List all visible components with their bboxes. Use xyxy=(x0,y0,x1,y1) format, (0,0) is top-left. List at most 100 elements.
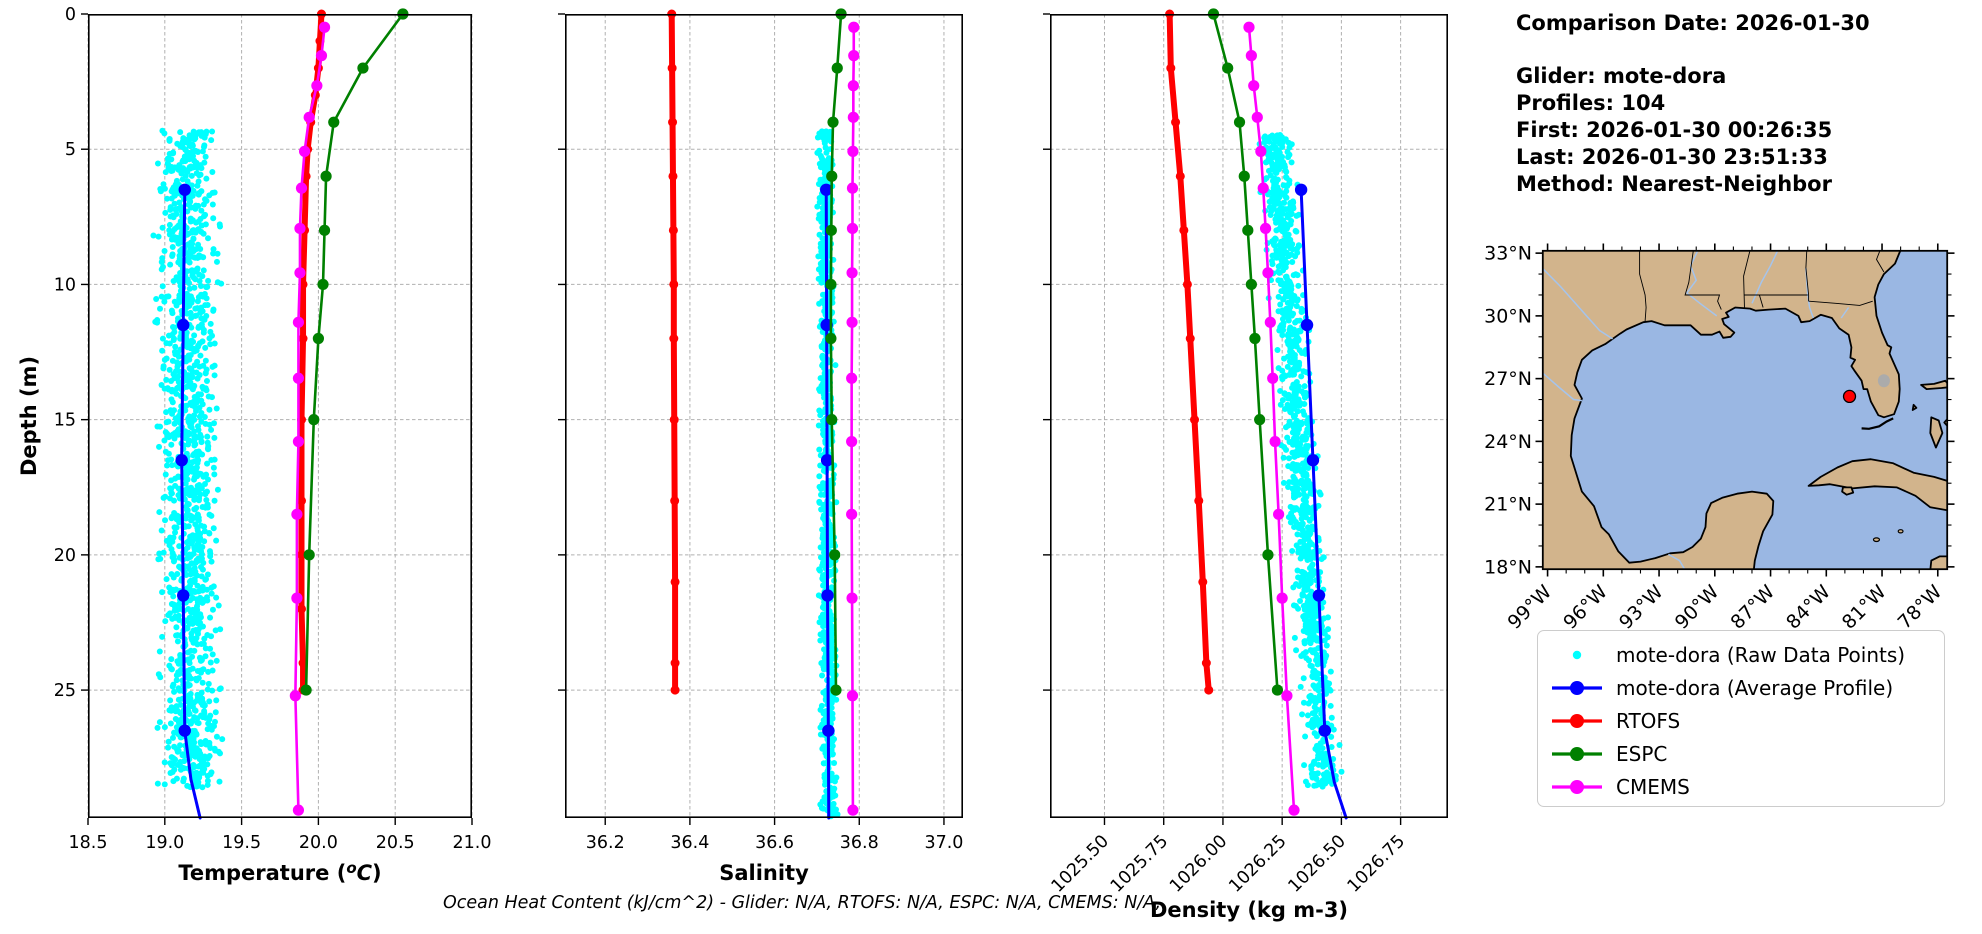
density-profile-panel: 1025.50 1025.75 1026.00 1026.25 1026.50 1026.… xyxy=(1043,8,1448,922)
profile-series-cmems xyxy=(846,21,860,816)
legend-item: CMEMS xyxy=(1548,770,1944,803)
legend-item: mote-dora (Raw Data Points) xyxy=(1548,638,1944,671)
state-border xyxy=(1805,250,1810,302)
glider-name-text: Glider: mote-dora xyxy=(1516,64,1727,88)
profile-series-mote-dora-average-profile- xyxy=(1294,183,1348,820)
x-tick-label: 1026.25 xyxy=(1225,831,1290,896)
x-tick-label: 1025.75 xyxy=(1107,831,1172,896)
legend-item: mote-dora (Average Profile) xyxy=(1548,671,1944,704)
comparison-date-text: Comparison Date: 2026-01-30 xyxy=(1516,11,1870,35)
lon-tick-label: 96°W xyxy=(1559,581,1612,634)
x-tick-label: 36.4 xyxy=(670,833,709,853)
line-marker-icon xyxy=(1548,744,1606,764)
x-tick-label: 19.5 xyxy=(222,833,261,853)
lon-tick-label: 99°W xyxy=(1503,581,1556,634)
last-profile-time-text: Last: 2026-01-30 23:51:33 xyxy=(1516,145,1828,169)
line-marker-icon xyxy=(1548,711,1606,731)
river xyxy=(1542,267,1614,340)
lon-tick-label: 93°W xyxy=(1615,581,1668,634)
state-border xyxy=(1743,250,1751,309)
profile-series-rtofs xyxy=(667,9,680,695)
legend-item: RTOFS xyxy=(1548,704,1944,737)
land-area xyxy=(1929,416,1944,449)
comparison-header: Comparison Date: 2026-01-30 Glider: mote… xyxy=(1516,10,1870,198)
river xyxy=(1668,553,1686,570)
scatter-marker-icon xyxy=(1548,645,1606,665)
land-area xyxy=(1929,555,1948,570)
axes-frame xyxy=(88,14,472,819)
lon-tick-label: 78°W xyxy=(1894,581,1947,634)
lon-tick-label: 84°W xyxy=(1782,581,1835,634)
legend-label: RTOFS xyxy=(1616,708,1681,733)
x-axis-label: Density (kg m-3) xyxy=(1150,898,1348,922)
x-tick-label: 1025.50 xyxy=(1048,831,1113,896)
lat-tick-label: 21°N xyxy=(1484,494,1532,516)
x-tick-label: 37.0 xyxy=(924,833,963,853)
x-axis-label: Salinity xyxy=(719,861,809,885)
raw-data-point-cloud xyxy=(1256,132,1345,790)
axes-frame xyxy=(565,14,963,819)
state-border xyxy=(1684,250,1722,310)
x-tick-label: 36.8 xyxy=(840,833,879,853)
x-tick-label: 18.5 xyxy=(69,833,108,853)
x-tick-label: 1026.00 xyxy=(1166,831,1231,896)
profile-series-mote-dora-average-profile- xyxy=(820,183,835,820)
lon-tick-label: 90°W xyxy=(1671,581,1724,634)
depth-tick-label: 20 xyxy=(54,546,76,566)
state-border xyxy=(1639,250,1647,322)
map-frame xyxy=(1541,249,1949,571)
profile-series-espc xyxy=(825,8,847,696)
ocean-heat-content-note: Ocean Heat Content (kJ/cm^2) - Glider: N… xyxy=(442,893,1162,913)
profile-series-mote-dora-average-profile- xyxy=(175,183,202,820)
profile-series-rtofs xyxy=(1165,9,1214,695)
lat-tick-label: 18°N xyxy=(1484,556,1532,578)
river xyxy=(1542,371,1582,402)
depth-tick-label: 25 xyxy=(54,681,76,701)
profile-series-espc xyxy=(300,8,409,696)
depth-tick-label: 15 xyxy=(54,411,76,431)
x-axis-label: Temperature (oC) xyxy=(178,859,381,885)
profile-series-cmems xyxy=(289,21,331,816)
lat-tick-label: 30°N xyxy=(1484,305,1532,327)
profile-series-cmems xyxy=(1243,21,1300,816)
island xyxy=(1897,529,1904,534)
x-tick-label: 21.0 xyxy=(453,833,492,853)
y-axis-label: Depth (m) xyxy=(17,356,41,476)
x-tick-label: 1026.50 xyxy=(1285,831,1350,896)
first-profile-time-text: First: 2026-01-30 00:26:35 xyxy=(1516,118,1833,142)
x-tick-label: 36.2 xyxy=(586,833,625,853)
lon-tick-label: 81°W xyxy=(1838,581,1891,634)
land-area xyxy=(1920,379,1948,390)
state-border xyxy=(1758,294,1764,308)
x-tick-label: 19.0 xyxy=(145,833,184,853)
glider-location-marker xyxy=(1842,389,1857,404)
depth-tick-label: 0 xyxy=(65,5,76,25)
x-tick-label: 1026.75 xyxy=(1344,831,1409,896)
depth-tick-label: 10 xyxy=(54,275,76,295)
legend-label: CMEMS xyxy=(1616,774,1690,799)
line-marker-icon xyxy=(1548,777,1606,797)
legend-label: ESPC xyxy=(1616,741,1668,766)
temperature-profile-panel: 18.5 19.0 19.5 20.0 20.5 21.0 0 5 10 15 20 25 Temper… xyxy=(17,5,491,885)
legend-item: ESPC xyxy=(1548,737,1944,770)
river xyxy=(1751,250,1779,304)
lat-tick-label: 33°N xyxy=(1484,243,1532,265)
lon-tick-label: 87°W xyxy=(1726,581,1779,634)
x-tick-label: 20.5 xyxy=(376,833,415,853)
salinity-profile-panel: 36.2 36.4 36.6 36.8 37.0 Salinity xyxy=(558,8,963,885)
legend-label: mote-dora (Average Profile) xyxy=(1616,675,1894,700)
legend-label: mote-dora (Raw Data Points) xyxy=(1616,642,1906,667)
gulf-of-mexico-map: 33°N 30°N 27°N 24°N 21°N 18°N 99°W 96°W 93°W 90°W… xyxy=(1484,243,1955,634)
lat-tick-label: 27°N xyxy=(1484,368,1532,390)
state-border xyxy=(1876,250,1885,273)
raw-data-point-cloud xyxy=(150,127,226,791)
state-border xyxy=(1808,300,1873,306)
lat-tick-label: 24°N xyxy=(1484,431,1532,453)
florida-keys xyxy=(1861,417,1894,430)
profile-series-espc xyxy=(1207,8,1284,696)
island xyxy=(1872,537,1881,543)
land-area xyxy=(1542,250,1902,570)
lake-okeechobee xyxy=(1877,374,1890,388)
legend: mote-dora (Raw Data Points) mote-dora (Av… xyxy=(1537,630,1945,807)
